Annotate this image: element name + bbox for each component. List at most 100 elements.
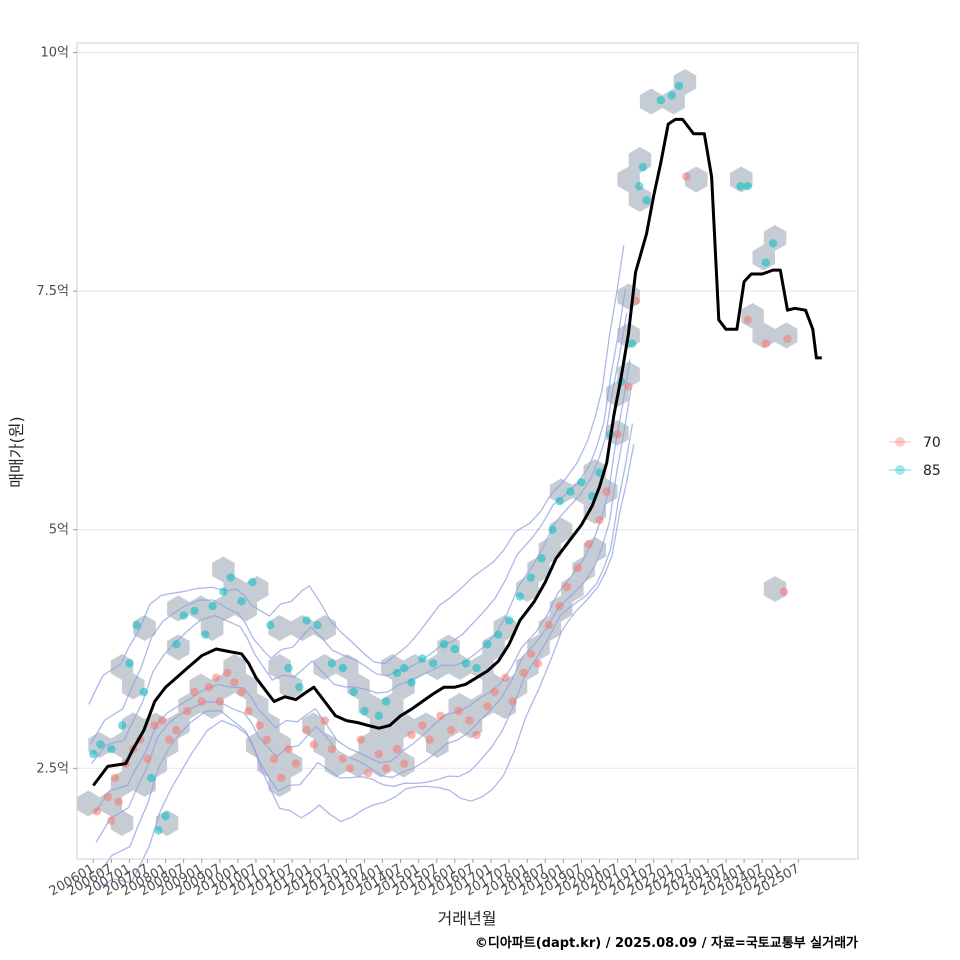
point-85: [89, 749, 98, 759]
point-85: [132, 621, 141, 630]
point-70: [533, 659, 543, 668]
point-85: [504, 616, 514, 625]
point-70: [483, 702, 492, 711]
hex-bin: [369, 712, 393, 739]
hex-bin: [504, 673, 528, 700]
point-70: [107, 816, 116, 825]
point-85: [548, 525, 557, 534]
hex-bin: [268, 654, 291, 680]
point-70: [320, 716, 329, 725]
y-tick-label: 5억: [49, 523, 69, 538]
point-85: [768, 239, 778, 248]
point-70: [761, 339, 770, 348]
hex-bin: [617, 166, 640, 193]
density-contour: [94, 358, 631, 814]
point-85: [161, 811, 170, 821]
point-70: [215, 697, 224, 706]
point-85: [248, 578, 257, 587]
point-85: [674, 81, 684, 91]
point-85: [208, 601, 217, 611]
point-70: [425, 735, 434, 744]
hex-bin: [268, 615, 291, 641]
point-70: [490, 687, 499, 697]
point-70: [157, 716, 167, 725]
point-70: [255, 721, 264, 730]
point-85: [154, 826, 163, 835]
point-70: [544, 621, 554, 630]
point-85: [107, 745, 116, 754]
point-70: [381, 764, 391, 773]
point-85: [179, 611, 188, 620]
point-70: [562, 582, 572, 592]
point-70: [302, 726, 311, 735]
point-70: [150, 721, 159, 730]
point-70: [682, 172, 691, 181]
point-85: [146, 773, 156, 783]
point-85: [635, 182, 644, 191]
point-70: [508, 697, 517, 706]
point-70: [103, 792, 112, 802]
point-70: [114, 797, 123, 806]
point-85: [418, 654, 427, 663]
point-70: [447, 726, 456, 735]
point-70: [230, 678, 239, 687]
point-70: [183, 706, 192, 716]
point-70: [555, 601, 564, 611]
point-70: [309, 740, 318, 749]
hex-bin: [279, 673, 303, 700]
hex-bin: [110, 810, 134, 836]
point-70: [573, 563, 582, 573]
point-85: [494, 630, 503, 639]
point-70: [110, 773, 120, 783]
density-contour: [91, 312, 628, 764]
hex-bin: [684, 166, 708, 193]
point-85: [374, 711, 384, 720]
point-70: [356, 735, 365, 744]
x-axis: 2006012006072007012007072008012008072009…: [47, 859, 802, 899]
point-70: [436, 711, 445, 720]
hex-bin: [257, 712, 280, 739]
hex-bin: [639, 88, 663, 115]
point-85: [302, 616, 311, 625]
density-contour: [88, 245, 625, 705]
density-contour: [98, 444, 635, 889]
y-axis: 2.5억 5억 7.5억 10억: [36, 46, 77, 776]
point-70: [327, 745, 337, 754]
point-70: [165, 735, 174, 744]
point-85: [761, 258, 770, 267]
point-85: [400, 663, 409, 673]
point-85: [190, 606, 199, 616]
hex-bin: [471, 654, 494, 680]
point-70: [526, 649, 535, 658]
point-85: [219, 587, 228, 596]
point-85: [656, 96, 666, 105]
hex-bin: [628, 186, 652, 212]
point-85: [642, 196, 651, 205]
point-85: [96, 740, 105, 749]
point-70: [584, 539, 593, 549]
point-85: [392, 668, 402, 678]
point-85: [381, 697, 391, 706]
hex-bin: [279, 751, 303, 778]
hex-bin: [212, 595, 235, 622]
point-85: [327, 659, 337, 668]
point-70: [519, 668, 528, 678]
point-70: [363, 768, 373, 778]
y-tick-label: 10억: [40, 46, 69, 61]
point-85: [736, 182, 745, 191]
hex-bin: [572, 556, 595, 583]
trend-line: [92, 117, 822, 787]
point-70: [222, 668, 232, 678]
point-70: [400, 759, 409, 768]
legend-key-85: [895, 465, 905, 475]
point-85: [483, 640, 492, 649]
hex-bin: [549, 517, 573, 544]
point-85: [266, 621, 275, 630]
hex-bin: [133, 615, 156, 641]
point-70: [779, 587, 789, 596]
point-70: [595, 516, 604, 525]
point-70: [465, 716, 474, 725]
point-85: [295, 683, 304, 692]
hex-bin: [245, 732, 269, 758]
